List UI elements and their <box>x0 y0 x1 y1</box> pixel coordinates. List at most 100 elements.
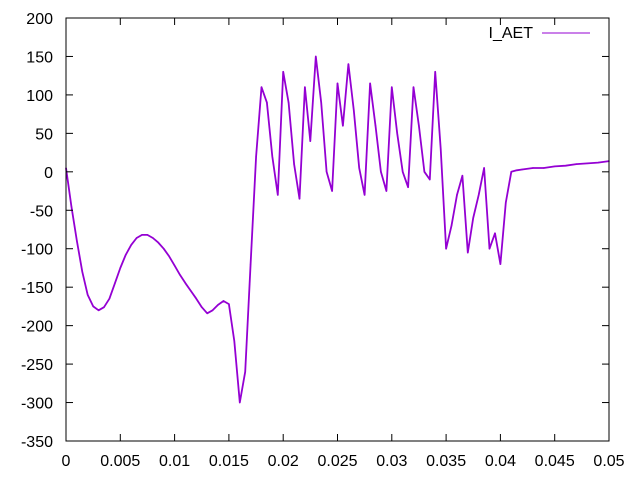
x-tick-label: 0.02 <box>268 453 299 470</box>
series-point <box>287 101 290 104</box>
series-point <box>369 82 371 85</box>
y-tick-label: -350 <box>21 434 53 451</box>
series-point <box>543 167 545 169</box>
series-point <box>298 198 301 200</box>
series-point <box>532 167 534 169</box>
series-point <box>586 162 588 165</box>
series-point <box>125 254 127 256</box>
series-point <box>271 155 273 158</box>
series-point <box>391 86 393 88</box>
series-point <box>450 225 453 227</box>
y-tick-label: -200 <box>21 319 53 336</box>
series-point <box>353 109 355 112</box>
y-tick-label: -50 <box>30 203 53 220</box>
series-point <box>217 304 219 306</box>
series-point <box>195 298 197 300</box>
series-point <box>135 237 138 239</box>
y-tick-label: 50 <box>35 126 53 143</box>
series-point <box>173 264 176 267</box>
series-layer <box>65 55 610 404</box>
axis-layer: 0 0.005 0.01 0.015 0.02 0.025 0.03 0.035 0.04 0.0… <box>21 11 625 470</box>
x-tick-label: 0.045 <box>535 453 575 470</box>
series-point <box>282 71 284 73</box>
series-point <box>190 290 192 292</box>
series-point <box>336 82 339 85</box>
series-point <box>141 234 143 236</box>
series-point <box>304 86 306 88</box>
series-point <box>293 163 295 165</box>
y-tick-label: 150 <box>26 49 53 66</box>
series-point <box>331 190 333 192</box>
series-point <box>434 71 436 73</box>
series-point <box>418 125 420 127</box>
series-point <box>374 125 377 127</box>
series-point <box>467 251 469 254</box>
series-point <box>152 237 154 239</box>
series-point <box>179 274 181 276</box>
x-tick-label: 0 <box>62 453 71 470</box>
series-point <box>380 171 382 173</box>
x-tick-label: 0.05 <box>593 453 624 470</box>
y-tick-label: 100 <box>26 88 53 105</box>
series-point <box>342 125 344 127</box>
series-point <box>239 401 241 404</box>
series-point <box>266 101 268 104</box>
series-point <box>440 148 442 150</box>
series-point <box>222 300 225 302</box>
y-tick-label: -300 <box>21 396 53 413</box>
x-tick-label: 0.035 <box>426 453 466 470</box>
series-point <box>255 155 257 158</box>
series-point <box>130 244 132 246</box>
series-point <box>363 194 366 196</box>
series-point <box>277 194 279 196</box>
series-point <box>211 309 214 311</box>
series-point <box>478 194 480 196</box>
series-point <box>412 86 415 88</box>
series-point <box>320 101 322 104</box>
y-tick-label: 0 <box>44 165 53 182</box>
legend-label-i-aet: I_AET <box>489 25 534 42</box>
series-point <box>163 248 165 250</box>
series-point <box>114 282 116 284</box>
series-point <box>97 309 100 311</box>
series-point <box>385 190 388 192</box>
legend: I_AET <box>489 25 590 42</box>
series-point <box>423 171 426 173</box>
series-point <box>325 171 328 173</box>
series-point <box>510 171 512 173</box>
series-point <box>597 161 599 164</box>
x-tick-label: 0.03 <box>376 453 407 470</box>
series-point <box>70 205 73 208</box>
series-point <box>516 169 518 171</box>
series-point <box>347 63 350 65</box>
series-point <box>358 167 360 169</box>
series-point <box>87 294 89 296</box>
series-point <box>521 168 523 171</box>
y-tick-label: 200 <box>26 11 53 28</box>
series-point <box>309 140 311 142</box>
y-tick-label: -100 <box>21 242 53 259</box>
series-point <box>103 306 105 308</box>
series-point <box>146 234 149 236</box>
series-point <box>201 306 203 308</box>
series-point <box>402 171 404 173</box>
series-point <box>499 263 502 265</box>
series-point <box>472 217 474 219</box>
x-tick-label: 0.005 <box>100 453 140 470</box>
series-point <box>76 240 78 242</box>
series-point <box>456 194 458 196</box>
x-tick-label: 0.01 <box>159 453 190 470</box>
series-point <box>119 267 122 269</box>
series-point <box>488 248 491 250</box>
series-point <box>184 282 187 284</box>
series-point <box>228 303 230 305</box>
series-point <box>206 312 208 314</box>
series-point <box>157 241 159 244</box>
series-point <box>494 232 496 234</box>
series-point <box>81 271 84 273</box>
series-point <box>483 167 485 169</box>
series-point <box>554 165 556 168</box>
x-tick-label: 0.04 <box>485 453 516 470</box>
series-point <box>461 175 464 177</box>
